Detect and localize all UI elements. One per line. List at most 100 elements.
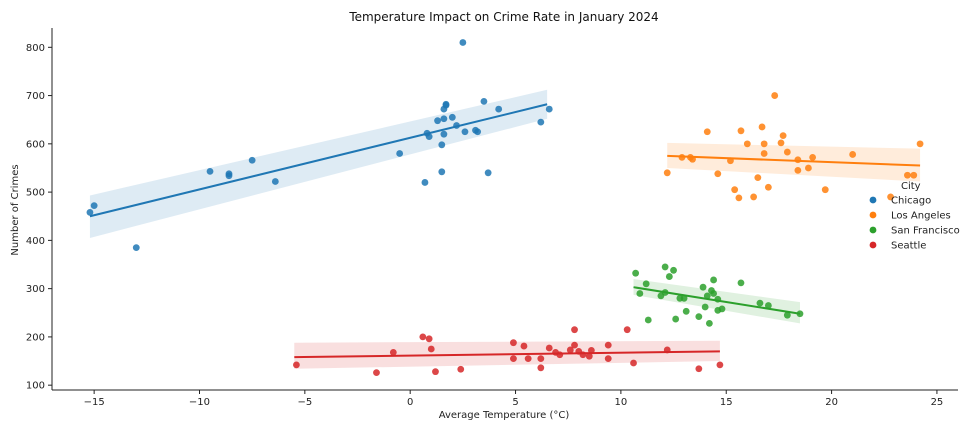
data-point	[636, 290, 644, 297]
data-point	[703, 292, 711, 300]
data-point	[510, 355, 517, 363]
data-point	[90, 202, 98, 210]
data-point	[419, 333, 427, 341]
data-point	[396, 150, 404, 157]
data-point	[783, 148, 791, 156]
data-point	[537, 118, 545, 126]
series-chicago	[86, 39, 553, 252]
data-point	[373, 369, 380, 377]
y-tick-label: 700	[26, 91, 45, 102]
series-los-angeles	[663, 92, 924, 202]
y-tick-label: 300	[26, 284, 45, 295]
data-point	[743, 140, 751, 148]
data-point	[457, 365, 465, 373]
x-tick-label: 20	[825, 397, 838, 408]
y-tick-label: 100	[26, 381, 45, 392]
legend-marker-seattle	[869, 241, 877, 249]
data-point	[731, 186, 739, 194]
data-point	[809, 153, 817, 161]
data-point	[716, 361, 724, 369]
data-point	[461, 128, 469, 136]
data-point	[670, 266, 677, 274]
data-point	[442, 100, 450, 108]
data-point	[448, 113, 456, 121]
data-point	[434, 117, 441, 125]
legend-title: City	[901, 181, 921, 192]
data-point	[623, 326, 631, 334]
data-point	[777, 139, 785, 147]
data-point	[783, 311, 791, 319]
data-point	[682, 307, 690, 315]
data-point	[421, 179, 429, 186]
data-point	[206, 167, 214, 175]
series-seattle	[293, 326, 724, 377]
data-point	[545, 344, 553, 352]
data-point	[545, 105, 553, 113]
legend-label-chicago: Chicago	[891, 196, 931, 207]
data-point	[566, 346, 574, 354]
confidence-band-chicago	[89, 89, 548, 238]
data-point	[714, 170, 722, 178]
data-point	[699, 283, 707, 291]
x-tick-label: −5	[297, 397, 312, 408]
regression-line-san-francisco	[633, 286, 801, 315]
data-point	[735, 194, 743, 202]
y-tick-label: 600	[26, 139, 45, 150]
data-point	[474, 128, 482, 136]
data-point	[495, 105, 503, 113]
y-tick-label: 500	[26, 188, 45, 199]
data-point	[701, 303, 709, 311]
data-point	[771, 92, 779, 99]
data-point	[754, 174, 762, 182]
data-point	[750, 193, 758, 201]
data-point	[695, 313, 703, 321]
data-point	[764, 302, 772, 309]
legend-label-seattle: Seattle	[891, 241, 926, 252]
data-point	[425, 335, 433, 343]
data-point	[805, 164, 812, 172]
legend-marker-san-francisco	[869, 226, 877, 234]
data-point	[710, 290, 717, 297]
data-point	[718, 305, 726, 313]
legend-label-los-angeles: Los Angeles	[891, 211, 951, 222]
data-point	[680, 294, 688, 302]
data-point	[225, 170, 233, 178]
data-point	[440, 130, 448, 138]
data-point	[672, 315, 680, 323]
data-point	[520, 342, 528, 350]
data-point	[756, 299, 764, 307]
x-tick-label: −10	[189, 397, 210, 408]
y-tick-label: 800	[26, 43, 45, 54]
series-san-francisco	[632, 263, 804, 327]
data-point	[537, 364, 545, 372]
y-axis-title: Number of Crimes	[10, 164, 21, 255]
plot-area	[86, 39, 924, 377]
data-point	[440, 115, 448, 123]
data-point	[604, 341, 612, 349]
data-point	[438, 168, 446, 176]
legend-label-san-francisco: San Francisco	[891, 226, 960, 237]
data-point	[737, 127, 745, 135]
data-point	[665, 273, 673, 280]
data-point	[661, 263, 669, 271]
x-tick-label: 5	[512, 397, 518, 408]
x-tick-label: 10	[615, 397, 628, 408]
x-tick-label: 25	[931, 397, 944, 408]
data-point	[132, 244, 140, 252]
data-point	[425, 133, 433, 141]
legend-marker-chicago	[869, 196, 877, 204]
data-point	[459, 39, 467, 46]
data-point	[293, 361, 300, 369]
data-point	[760, 150, 768, 157]
data-point	[710, 276, 717, 284]
data-point	[571, 341, 578, 349]
data-point	[758, 123, 766, 131]
data-point	[644, 316, 652, 324]
data-point	[248, 156, 256, 164]
confidence-band-los-angeles	[667, 142, 921, 182]
data-point	[916, 140, 924, 148]
data-point	[571, 326, 578, 334]
data-point	[271, 178, 279, 185]
x-tick-label: −15	[84, 397, 105, 408]
